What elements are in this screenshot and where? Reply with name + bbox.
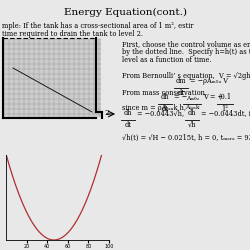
Bar	[4, 39, 101, 117]
Text: = −0.0443√h,: = −0.0443√h,	[137, 109, 184, 117]
Text: From mass conservation,: From mass conservation,	[122, 88, 207, 96]
Text: dm: dm	[176, 77, 186, 85]
Text: dh: dh	[124, 109, 132, 117]
Text: Aₜₐₙk: Aₜₐₙk	[185, 105, 199, 110]
Text: time required to drain the tank to level 2.: time required to drain the tank to level…	[2, 30, 143, 38]
Text: since m = ρAₜₐₙk h,: since m = ρAₜₐₙk h,	[122, 104, 186, 112]
Text: Aₘ₀ᵤ: Aₘ₀ᵤ	[186, 96, 198, 101]
Text: dh: dh	[161, 93, 169, 101]
Text: √h: √h	[188, 121, 196, 129]
Text: = −ρAₘ₀ᵤ V: = −ρAₘ₀ᵤ V	[190, 77, 228, 85]
Text: dh: dh	[188, 109, 196, 117]
Text: 2: 2	[104, 109, 109, 117]
Text: mple: If the tank has a cross-sectional area of 1 m², estir: mple: If the tank has a cross-sectional …	[2, 22, 194, 30]
Text: V = −: V = −	[203, 93, 223, 101]
Text: First, choose the control volume as enclosed: First, choose the control volume as encl…	[122, 40, 250, 48]
Text: Energy Equation(cont.): Energy Equation(cont.)	[64, 8, 186, 17]
Text: dt: dt	[178, 89, 184, 97]
Text: = −: = −	[174, 93, 187, 101]
Text: level as a function of time.: level as a function of time.	[122, 56, 212, 64]
Text: From Bernoulli’ s equation,  V = √2gh: From Bernoulli’ s equation, V = √2gh	[122, 72, 250, 80]
Text: (0.1: (0.1	[218, 93, 232, 101]
Text: by the dotted line.  Specify h=h(t) as the wa: by the dotted line. Specify h=h(t) as th…	[122, 48, 250, 56]
Text: dt: dt	[124, 121, 132, 129]
Text: dt: dt	[162, 105, 168, 113]
Text: = −0.0443dt, inte: = −0.0443dt, inte	[201, 109, 250, 117]
Text: √h(t) = √H − 0.0215t, h = 0, tₘₐᵣₐ = 93 se: √h(t) = √H − 0.0215t, h = 0, tₘₐᵣₐ = 93 …	[122, 134, 250, 142]
Text: 1²: 1²	[222, 105, 228, 113]
